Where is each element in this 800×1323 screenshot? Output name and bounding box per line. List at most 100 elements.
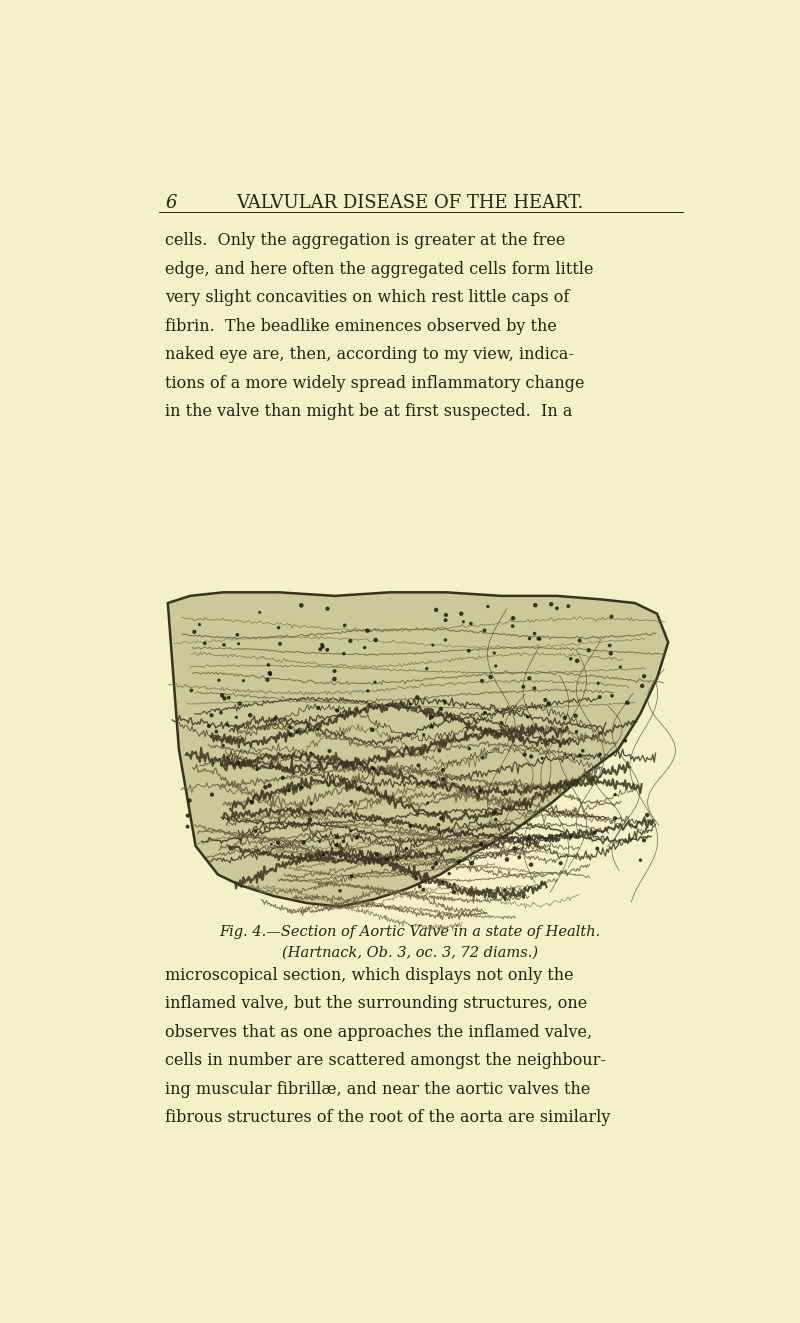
Point (193, 614, 206, 635)
Point (250, 758, 263, 779)
Point (321, 598, 334, 619)
Point (498, 880, 511, 901)
Text: edge, and here often the aggregated cells form little: edge, and here often the aggregated cell… (165, 261, 594, 278)
Point (506, 607, 519, 628)
Point (269, 708, 282, 729)
Point (554, 852, 567, 873)
Point (518, 744, 531, 765)
Point (591, 837, 604, 859)
Point (316, 636, 329, 658)
Point (522, 828, 534, 849)
Point (206, 785, 218, 806)
Point (490, 655, 502, 676)
Point (316, 634, 329, 655)
Point (634, 849, 647, 871)
Point (291, 722, 304, 744)
Point (330, 827, 343, 848)
Point (404, 693, 417, 714)
Point (641, 804, 654, 826)
Point (210, 721, 222, 742)
Point (430, 599, 442, 620)
Point (463, 738, 476, 759)
Point (542, 693, 555, 714)
Text: ing muscular fibrillæ, and near the aortic valves the: ing muscular fibrillæ, and near the aort… (165, 1081, 590, 1098)
Point (405, 815, 418, 836)
Text: (Hartnack, Ob. 3, oc. 3, 72 diams.): (Hartnack, Ob. 3, oc. 3, 72 diams.) (282, 945, 538, 959)
Point (323, 741, 336, 762)
Point (314, 831, 326, 852)
Text: cells.  Only the aggregation is greater at the free: cells. Only the aggregation is greater a… (165, 232, 566, 249)
Point (263, 775, 276, 796)
Text: Fig. 4.—Section of Aortic Valve in a state of Health.: Fig. 4.—Section of Aortic Valve in a sta… (219, 925, 601, 939)
Point (532, 628, 545, 650)
Point (217, 736, 230, 757)
Point (636, 675, 649, 696)
Point (621, 692, 634, 713)
Point (488, 802, 501, 823)
Point (328, 668, 341, 689)
Point (477, 747, 490, 769)
Point (261, 669, 274, 691)
Point (536, 747, 549, 769)
Point (188, 622, 201, 643)
Point (331, 700, 344, 721)
Point (443, 863, 456, 884)
Point (185, 680, 198, 701)
Point (574, 745, 586, 766)
Point (420, 658, 433, 679)
Point (517, 676, 530, 697)
Point (439, 630, 452, 651)
Point (366, 720, 378, 741)
Point (244, 705, 257, 726)
Point (501, 849, 514, 871)
Point (312, 697, 325, 718)
Point (353, 779, 366, 800)
Point (455, 603, 468, 624)
Point (222, 687, 235, 708)
Point (182, 806, 194, 827)
Point (437, 759, 450, 781)
Point (435, 808, 448, 830)
Point (369, 672, 382, 693)
Point (304, 742, 317, 763)
Point (426, 706, 438, 728)
Point (298, 832, 310, 853)
Point (205, 705, 218, 726)
Point (272, 617, 285, 638)
Point (490, 810, 502, 831)
Point (606, 685, 618, 706)
Point (482, 595, 494, 617)
Point (367, 758, 380, 779)
Point (564, 648, 577, 669)
Point (305, 792, 318, 814)
Point (594, 744, 606, 765)
Point (295, 595, 308, 617)
Point (370, 844, 383, 865)
Point (272, 832, 285, 853)
Point (534, 628, 546, 650)
Point (350, 827, 363, 848)
Point (411, 687, 424, 708)
Point (317, 844, 330, 865)
Point (282, 781, 295, 802)
Point (390, 845, 403, 867)
Point (466, 852, 478, 873)
Point (338, 615, 351, 636)
Point (582, 639, 595, 660)
Point (216, 685, 229, 706)
Point (508, 837, 521, 859)
Point (605, 606, 618, 627)
Point (254, 602, 266, 623)
Point (284, 717, 297, 738)
Text: very slight concavities on which rest little caps of: very slight concavities on which rest li… (165, 290, 570, 306)
Polygon shape (168, 593, 668, 906)
Point (638, 830, 650, 851)
Point (604, 643, 617, 664)
Text: tions of a more widely spread inflammatory change: tions of a more widely spread inflammato… (165, 374, 585, 392)
Point (484, 667, 497, 688)
Point (237, 669, 250, 691)
Point (182, 816, 194, 837)
Point (430, 853, 442, 875)
Point (545, 594, 558, 615)
Point (434, 699, 447, 720)
